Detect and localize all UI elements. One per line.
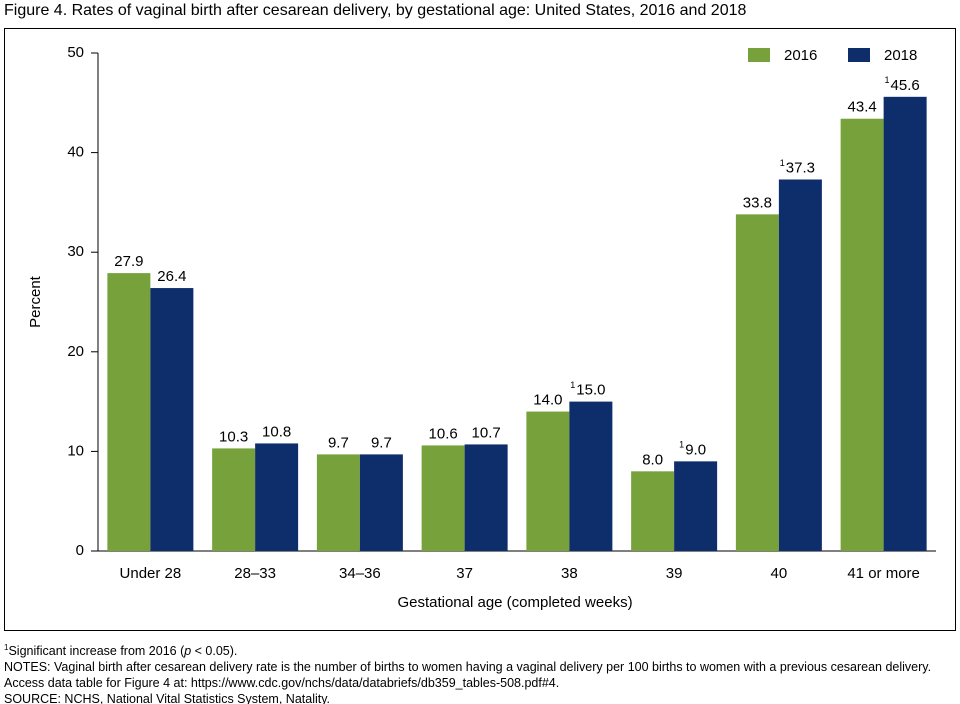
y-tick-label: 40	[67, 144, 84, 161]
y-tick-label: 20	[67, 343, 84, 360]
bar	[840, 118, 884, 552]
bar	[107, 273, 151, 551]
y-tick-label: 30	[67, 243, 84, 260]
footnote-marker: 1	[4, 643, 9, 652]
notes: NOTES: Vaginal birth after cesarean deli…	[4, 660, 932, 690]
chart-frame	[4, 28, 956, 631]
x-tick-label: 38	[561, 565, 578, 582]
x-axis-title: Gestational age (completed weeks)	[397, 594, 632, 611]
value-label: 9.7	[328, 434, 349, 451]
y-axis-title: Percent	[27, 275, 44, 328]
bar	[464, 444, 508, 551]
chart-title: Figure 4. Rates of vaginal birth after c…	[4, 2, 747, 19]
chart: Percent Gestational age (completed weeks…	[4, 28, 956, 631]
bar	[255, 443, 299, 551]
bar	[735, 214, 779, 552]
x-tick-label: Under 28	[120, 565, 182, 582]
value-label: 33.8	[743, 194, 772, 211]
value-label: 27.9	[114, 253, 143, 270]
x-tick-label: 41 or more	[847, 565, 920, 582]
value-label: 10.6	[429, 425, 458, 442]
x-tick-label: 37	[456, 565, 473, 582]
footnote-text: Significant increase from 2016 (	[8, 644, 185, 658]
footnote: 1Significant increase from 2016 (p < 0.0…	[4, 640, 954, 659]
bar	[316, 454, 360, 551]
x-tick-label: 34–36	[339, 565, 381, 582]
value-label: 8.0	[642, 451, 663, 468]
legend-label: 2016	[784, 47, 817, 64]
value-label: 10.3	[219, 428, 248, 445]
bar	[421, 445, 465, 551]
value-label: 10.7	[472, 424, 501, 441]
value-label: 9.0	[685, 441, 706, 458]
bar	[212, 448, 256, 551]
source: SOURCE: NCHS, National Vital Statistics …	[4, 692, 331, 704]
footnote-text: p	[184, 644, 192, 658]
bar	[778, 179, 822, 551]
legend-swatch	[848, 48, 870, 62]
y-tick-label: 50	[67, 44, 84, 61]
bar	[631, 471, 675, 551]
x-tick-label: 28–33	[234, 565, 276, 582]
value-label: 45.6	[891, 77, 920, 94]
bar	[526, 411, 570, 551]
y-tick-label: 10	[67, 442, 84, 459]
legend-swatch	[748, 48, 770, 62]
value-label: 37.3	[786, 159, 815, 176]
significance-marker: 1	[885, 75, 890, 85]
significance-marker: 1	[570, 380, 575, 390]
bar	[569, 401, 613, 551]
x-tick-label: 40	[771, 565, 788, 582]
footer: 1Significant increase from 2016 (p < 0.0…	[4, 640, 954, 704]
value-label: 26.4	[157, 268, 186, 285]
value-label: 9.7	[371, 434, 392, 451]
x-tick-label: 39	[666, 565, 683, 582]
y-tick-label: 0	[76, 542, 84, 559]
value-label: 14.0	[533, 392, 562, 409]
legend-label: 2018	[884, 47, 917, 64]
value-label: 43.4	[848, 99, 877, 116]
significance-marker: 1	[780, 158, 785, 168]
bar	[674, 461, 718, 551]
footnote-text: < 0.05).	[191, 644, 238, 658]
value-label: 10.8	[262, 423, 291, 440]
value-label: 15.0	[576, 382, 605, 399]
bar	[883, 96, 927, 551]
bar	[150, 288, 194, 551]
significance-marker: 1	[679, 440, 684, 450]
bar	[359, 454, 403, 551]
